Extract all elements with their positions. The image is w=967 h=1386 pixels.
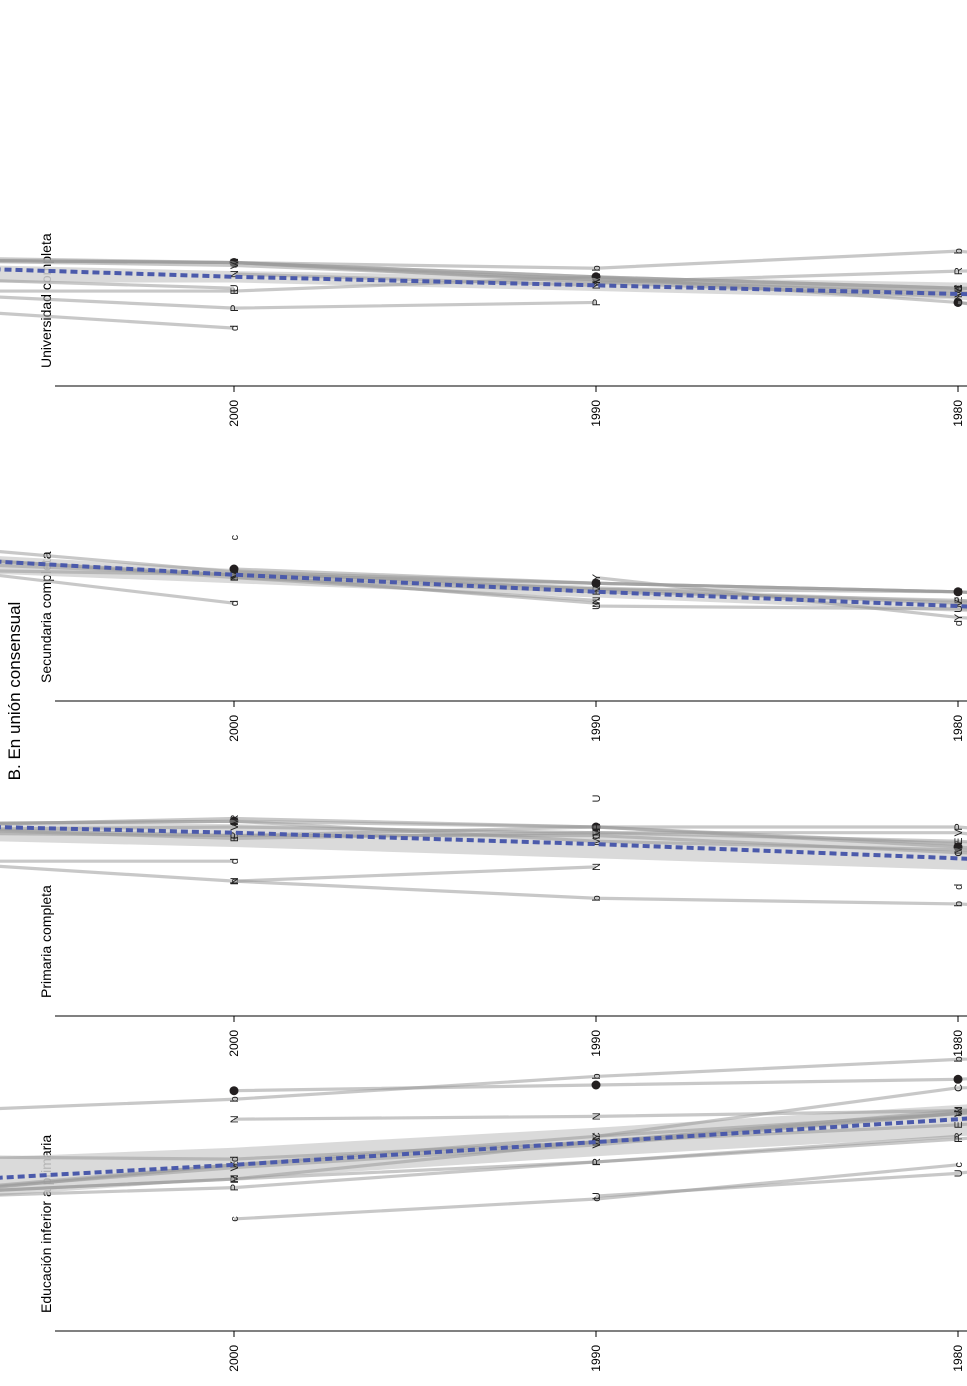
series-line <box>596 606 967 623</box>
data-point-label: U <box>229 284 241 292</box>
data-point <box>954 587 963 596</box>
series-line <box>234 867 596 881</box>
data-point-label: d <box>953 884 965 890</box>
data-point-label: R <box>953 267 965 275</box>
data-point-label: c <box>229 534 241 540</box>
series-chile: c <box>229 534 241 540</box>
data-point-label: V <box>591 828 603 836</box>
figure-title: B. En unión consensual <box>5 602 24 781</box>
year-tick-label: 2000 <box>227 1345 241 1372</box>
data-point-label: N <box>229 877 241 885</box>
data-point-label: P <box>229 1184 241 1191</box>
data-point-label: c <box>953 1162 965 1168</box>
panel-1: Educación inferior a primaria19701980199… <box>0 1018 967 1372</box>
year-tick-label: 1990 <box>589 400 603 427</box>
panel-title: Primaria completa <box>38 885 54 998</box>
data-point-label: P <box>591 299 603 306</box>
data-point-label: U <box>591 602 603 610</box>
data-point-label: P <box>953 1135 965 1142</box>
data-point-label: b <box>591 1073 603 1079</box>
data-point-label: N <box>591 863 603 871</box>
data-point-label: Y <box>591 573 603 581</box>
data-point-label: M <box>229 1174 241 1183</box>
data-point-label: V <box>953 1109 965 1117</box>
confidence-band <box>0 1082 967 1205</box>
data-point-label: U <box>953 1169 965 1177</box>
data-point <box>592 1081 601 1090</box>
panel-3: Secundaria completa19701980199020002010b… <box>0 391 967 742</box>
data-point-label: d <box>953 620 965 626</box>
year-tick-label: 2000 <box>227 400 241 427</box>
data-point-label: M <box>953 845 965 854</box>
data-point-label: d <box>229 1156 241 1162</box>
data-point-label: V <box>591 275 603 283</box>
year-tick-label: 1980 <box>951 715 965 742</box>
data-point <box>954 1075 963 1084</box>
data-point-label: d <box>229 600 241 606</box>
series-line <box>958 302 967 350</box>
data-point <box>230 1086 239 1095</box>
data-point-label: U <box>591 1192 603 1200</box>
data-point-label: N <box>591 1112 603 1120</box>
data-point-label: d <box>229 325 241 331</box>
year-tick-label: 1980 <box>951 1345 965 1372</box>
data-point-label: Y <box>591 1132 603 1140</box>
year-tick-label: 1980 <box>951 1030 965 1057</box>
year-tick-label: 2000 <box>227 715 241 742</box>
data-point-label: c <box>229 1216 241 1222</box>
year-tick-label: 1980 <box>951 400 965 427</box>
data-point-label: b <box>591 895 603 901</box>
series-line <box>0 305 234 328</box>
chart-panels: Educación inferior a primaria19701980199… <box>0 76 967 1372</box>
data-point-label: N <box>229 1115 241 1123</box>
year-tick-label: 1990 <box>589 715 603 742</box>
rotated-chart-layer: B. En unión consensual Educación inferio… <box>0 76 967 1372</box>
data-point-label: Y <box>953 613 965 621</box>
series-line <box>0 291 596 308</box>
data-point-label: P <box>591 1158 603 1165</box>
year-tick-label: 1990 <box>589 1345 603 1372</box>
series-nicaragua: NNN <box>229 863 967 914</box>
data-point-label: b <box>953 248 965 254</box>
data-point-label: P <box>229 304 241 311</box>
data-point-label: U <box>591 794 603 802</box>
data-point-label: E <box>953 1121 965 1128</box>
data-point-label: V <box>229 823 241 831</box>
series-brasil: bbbbb <box>0 855 967 924</box>
year-tick-label: 2000 <box>227 1030 241 1057</box>
data-point-label: U <box>953 298 965 306</box>
series-uruguay: UU <box>0 766 603 803</box>
data-point-label: b <box>229 1096 241 1102</box>
series-line <box>0 858 967 921</box>
panel-2: Primaria completa19701980199020002010bbb… <box>0 706 967 1057</box>
data-point-label: V <box>953 828 965 836</box>
data-point-label: b <box>591 265 603 271</box>
panel-4: Universidad completa19701980199020002010… <box>0 76 967 427</box>
data-point-label: C <box>953 1084 965 1092</box>
data-point-label: d <box>229 858 241 864</box>
data-point-label: V <box>229 261 241 269</box>
year-tick-label: 1990 <box>589 1030 603 1057</box>
data-point-label: b <box>953 901 965 907</box>
